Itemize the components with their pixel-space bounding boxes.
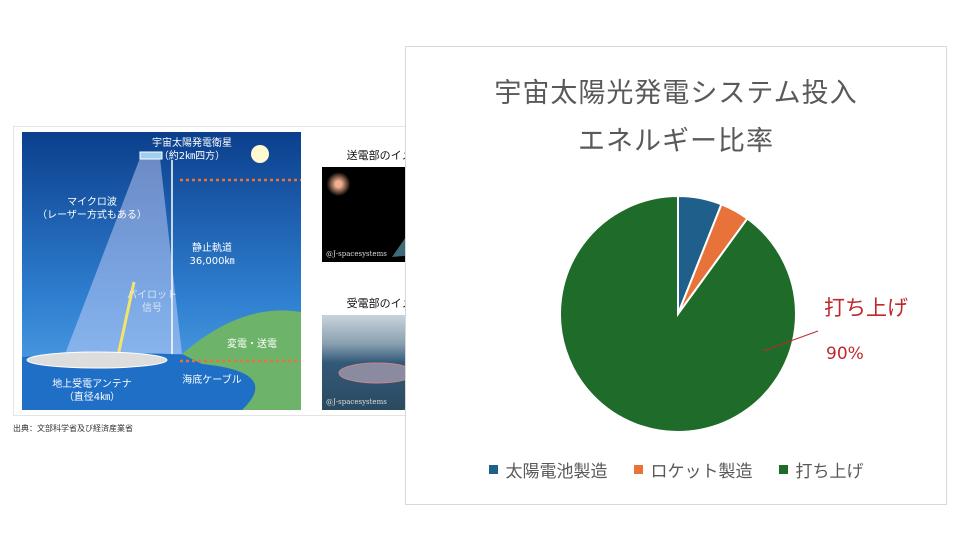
cable-label: 海底ケーブル: [182, 375, 242, 386]
legend-label: 太陽電池製造: [505, 462, 608, 482]
watermark: @J-spacesystems: [326, 398, 387, 406]
orbit-distance: 36,000㎞: [189, 256, 235, 267]
orbit-label: 静止軌道: [192, 243, 232, 254]
legend-item: ロケット製造: [633, 457, 753, 482]
antenna-size-label: （直径4㎞）: [63, 392, 121, 403]
data-label-leader-line: [762, 330, 819, 352]
chart-title-line2: エネルギー比率: [578, 126, 774, 157]
pie-plot: [559, 194, 819, 433]
laser-note: （レーザー方式もある）: [37, 210, 147, 221]
satellite-size-label: （約2㎞四方）: [158, 151, 226, 162]
pie-chart: 宇宙太陽光発電システム投入 エネルギー比率 打ち上げ 90% 太陽電池製造 ロケ…: [405, 46, 947, 505]
data-label-category: 打ち上げ: [824, 296, 908, 320]
satellite-label: 宇宙太陽発電衛星: [152, 138, 232, 149]
watermark: @J-spacesystems: [326, 250, 387, 258]
ssps-diagram: 宇宙太陽発電衛星 （約2㎞四方） マイクロ波 （レーザー方式もある） 静止軌道 …: [22, 132, 301, 410]
legend-swatch: [778, 465, 788, 474]
pilot-label-2: 信号: [142, 303, 162, 314]
chart-title: 宇宙太陽光発電システム投入: [494, 78, 858, 109]
legend-label: ロケット製造: [650, 462, 753, 482]
pilot-label: パイロット: [127, 290, 177, 301]
substation-label: 変電・送電: [227, 339, 277, 350]
data-label-value: 90%: [826, 344, 864, 364]
legend: 太陽電池製造 ロケット製造 打ち上げ: [406, 457, 946, 482]
legend-label: 打ち上げ: [795, 462, 864, 482]
illustration-panel: 宇宙太陽発電衛星 （約2㎞四方） マイクロ波 （レーザー方式もある） 静止軌道 …: [13, 126, 463, 416]
legend-swatch: [633, 465, 643, 474]
antenna-label: 地上受電アンテナ: [52, 379, 132, 390]
legend-item: 打ち上げ: [778, 457, 864, 482]
legend-item: 太陽電池製造: [488, 457, 608, 482]
microwave-label: マイクロ波: [67, 197, 117, 208]
pie-slice-3: [559, 194, 797, 433]
source-citation: 出典：文部科学省及び経済産業省: [13, 424, 133, 433]
legend-swatch: [488, 465, 498, 474]
